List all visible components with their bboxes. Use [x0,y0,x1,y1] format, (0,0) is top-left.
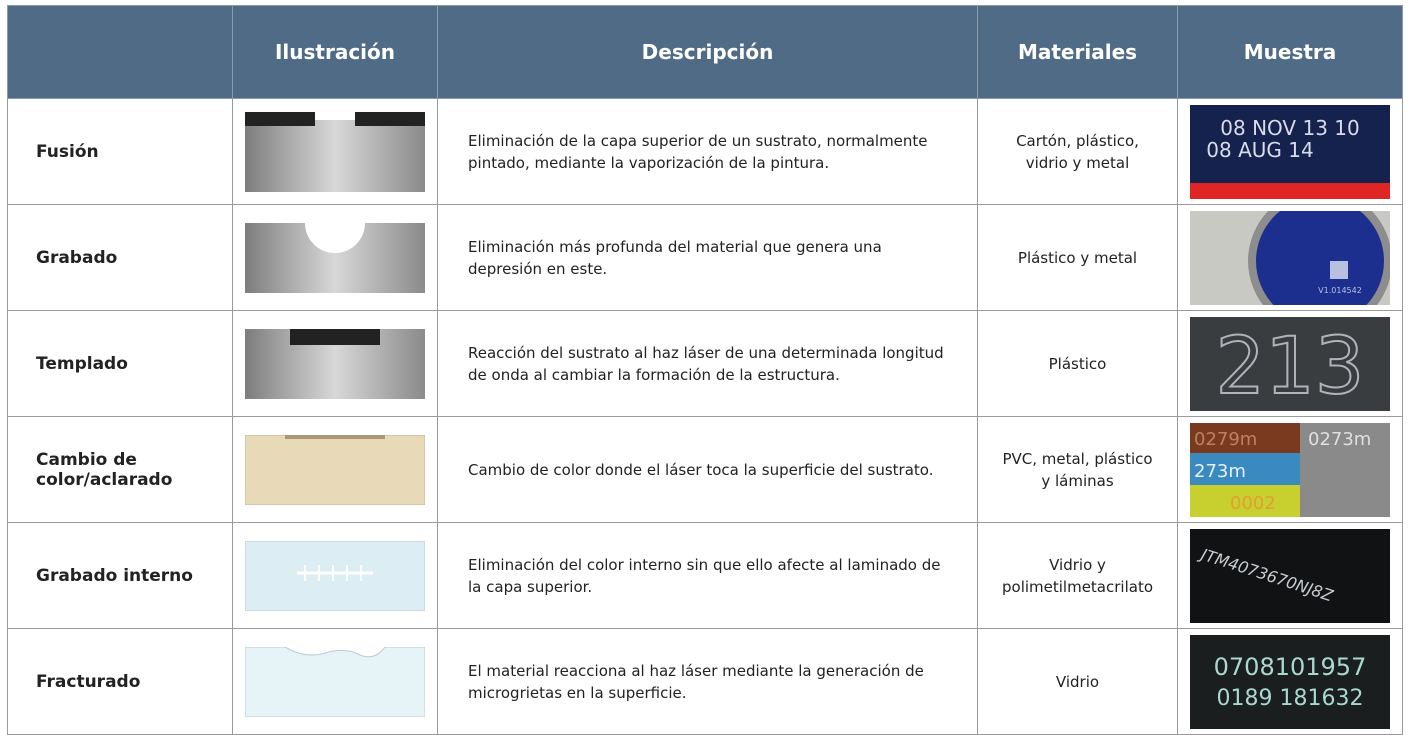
description: El material reacciona al haz láser media… [437,628,978,735]
row-name: Templado [7,310,233,417]
header-row: Ilustración Descripción Materiales Muest… [7,5,1403,99]
row-name: Cambio de color/aclarado [7,416,233,523]
illustration [232,628,438,735]
row: Grabado Eliminación más profunda del mat… [7,204,1403,311]
sample: JTM4073670NJ8Z [1177,522,1403,629]
illustration-image [245,328,425,399]
illustration-image [245,646,425,717]
sample-text: 273m [1194,461,1246,482]
description: Eliminación de la capa superior de un su… [437,98,978,205]
header-empty [7,5,233,99]
header: Muestra [1177,5,1403,99]
sample: 08 NOV 13 10 08 AUG 14 [1177,98,1403,205]
sample-text: 213 [1216,322,1365,411]
row-name: Grabado [7,204,233,311]
row: Fracturado El material reacciona al haz … [7,628,1403,735]
materials: Cartón, plástico, vidrio y metal [977,98,1178,205]
row: Templado Reacción del sustrato al haz lá… [7,310,1403,417]
illustration-image [245,540,425,611]
row-name: Fracturado [7,628,233,735]
sample-text: 08 AUG 14 [1206,138,1313,162]
illustration [232,522,438,629]
comparison-table: Ilustración Descripción Materiales Muest… [7,5,1403,735]
illustration-image [245,434,425,505]
row-name: Fusión [7,98,233,205]
materials: Vidrio [977,628,1178,735]
sample-image: 0708101957 0189 181632 [1190,634,1390,729]
sample-text: 0189 181632 [1217,686,1364,711]
illustration [232,416,438,523]
sample-text: 08 NOV 13 10 [1220,116,1359,140]
sample-text: 0279m [1194,429,1257,450]
row: Grabado interno Eliminación del color in… [7,522,1403,629]
illustration-image [245,222,425,293]
sample-text: 0708101957 [1214,653,1367,681]
materials: Plástico y metal [977,204,1178,311]
materials: Plástico [977,310,1178,417]
header: Materiales [977,5,1178,99]
sample-image: 0279m 0273m 273m 0002 [1190,422,1390,517]
sample-image: 213 [1190,316,1390,411]
sample-text: V1.014542 [1318,286,1362,295]
sample: V1.014542 [1177,204,1403,311]
sample-image: V1.014542 [1190,210,1390,305]
sample-image: JTM4073670NJ8Z [1190,528,1390,623]
row: Fusión Eliminación de la capa superior d… [7,98,1403,205]
sample: 213 [1177,310,1403,417]
illustration [232,98,438,205]
sample: 0708101957 0189 181632 [1177,628,1403,735]
header: Ilustración [232,5,438,99]
row: Cambio de color/aclarado Cambio de color… [7,416,1403,523]
description: Reacción del sustrato al haz láser de un… [437,310,978,417]
description: Cambio de color donde el láser toca la s… [437,416,978,523]
sample-text: 0002 [1230,493,1276,514]
description: Eliminación del color interno sin que el… [437,522,978,629]
header: Descripción [437,5,978,99]
materials: PVC, metal, plástico y láminas [977,416,1178,523]
description: Eliminación más profunda del material qu… [437,204,978,311]
illustration-image [245,111,425,192]
sample-text: 0273m [1308,429,1371,450]
sample: 0279m 0273m 273m 0002 [1177,416,1403,523]
row-name: Grabado interno [7,522,233,629]
illustration [232,310,438,417]
illustration [232,204,438,311]
materials: Vidrio y polimetilmetacrilato [977,522,1178,629]
